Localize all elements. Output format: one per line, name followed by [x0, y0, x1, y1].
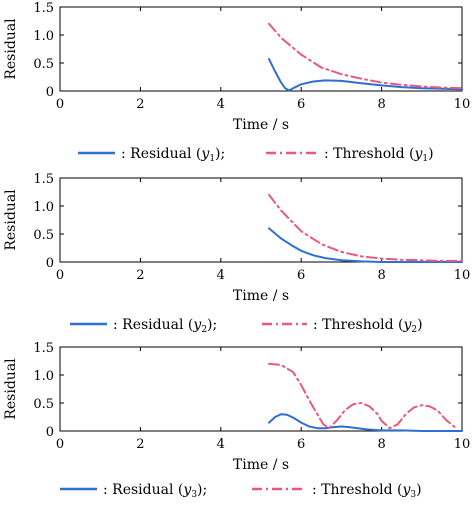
legend-subscript: 2 [411, 325, 417, 335]
x-tick-label: 4 [217, 268, 225, 283]
y-axis-label: Residual [3, 358, 19, 420]
plot-frame [59, 346, 463, 432]
legend-subscript: 1 [422, 154, 428, 164]
x-tick-label: 10 [454, 437, 471, 452]
legend-entry-residual: : Residual (y3); [103, 482, 207, 500]
y-tick-label: 1.0 [33, 369, 54, 384]
legend: : Residual (y1); : Threshold (y1) [78, 146, 434, 164]
y-axis-label: Residual [3, 189, 19, 251]
legend-label: Residual [122, 317, 184, 333]
series-line-residual [268, 227, 463, 263]
x-tick-label: 4 [217, 437, 225, 452]
legend-label: Threshold [333, 146, 404, 162]
legend-variable: y [182, 482, 192, 498]
legend-variable: y [200, 146, 210, 162]
legend-entry-threshold: : Threshold (y2) [313, 317, 423, 335]
legend-label: Residual [112, 482, 174, 498]
y-tick-label: 1.5 [33, 172, 54, 187]
x-tick-label: 0 [56, 97, 64, 112]
y-tick-label: 1.0 [33, 200, 54, 215]
y-tick-label: 0 [46, 425, 54, 440]
x-tick-label: 10 [454, 97, 471, 112]
chart-panel-2: 0 2 4 6 8 10 0 0.5 1.0 1.5 Residual Time / s : Resid… [3, 172, 470, 335]
legend-subscript: 2 [201, 325, 207, 335]
chart-panel-3: 0 2 4 6 8 10 0 0.5 1.0 1.5 Residual Time / s : Resid… [3, 341, 470, 500]
plot-frame [59, 6, 463, 92]
legend-entry-threshold: : Threshold (y3) [312, 482, 422, 500]
x-tick-label: 6 [297, 268, 305, 283]
legend-variable: y [402, 482, 412, 498]
y-tick-label: 0 [46, 85, 54, 100]
legend-label: Threshold [322, 317, 393, 333]
legend-subscript: 3 [410, 490, 416, 500]
y-tick-label: 0 [46, 256, 54, 271]
plot-frame [59, 177, 463, 263]
x-axis-label: Time / s [233, 117, 289, 133]
x-tick-label: 6 [297, 97, 305, 112]
x-axis-label: Time / s [233, 457, 289, 473]
x-tick-label: 2 [136, 268, 144, 283]
series-line-residual [268, 413, 463, 432]
series-line-threshold [268, 22, 463, 90]
chart-panel-1: 0 2 4 6 8 10 0 0.5 1.0 1.5 Residual Time / s : Resid… [3, 1, 470, 164]
legend-entry-residual: : Residual (y1); [121, 146, 225, 164]
x-tick-label: 10 [454, 268, 471, 283]
x-tick-label: 4 [217, 97, 225, 112]
series-line-threshold [268, 193, 463, 262]
y-tick-label: 0.5 [33, 397, 54, 412]
legend: : Residual (y2); : Threshold (y2) [70, 317, 423, 335]
x-tick-label: 8 [377, 268, 385, 283]
legend-subscript: 1 [209, 154, 215, 164]
legend-label: Threshold [321, 482, 392, 498]
y-tick-label: 1.5 [33, 341, 54, 356]
legend-subscript: 3 [191, 490, 197, 500]
series-line-residual [268, 58, 463, 92]
legend-entry-threshold: : Threshold (y1) [324, 146, 434, 164]
x-tick-label: 0 [56, 268, 64, 283]
x-tick-label: 6 [297, 437, 305, 452]
legend-variable: y [192, 317, 202, 333]
x-tick-label: 8 [377, 437, 385, 452]
x-tick-label: 8 [377, 97, 385, 112]
y-tick-label: 1.5 [33, 1, 54, 16]
y-tick-label: 0.5 [33, 228, 54, 243]
legend-variable: y [414, 146, 424, 162]
y-axis-label: Residual [3, 18, 19, 80]
x-axis-label: Time / s [233, 288, 289, 304]
legend-label: Residual [130, 146, 192, 162]
legend: : Residual (y3); : Threshold (y3) [60, 482, 422, 500]
legend-variable: y [403, 317, 413, 333]
x-tick-label: 0 [56, 437, 64, 452]
legend-entry-residual: : Residual (y2); [113, 317, 217, 335]
series-line-threshold [268, 362, 459, 430]
x-tick-label: 2 [136, 97, 144, 112]
y-tick-label: 1.0 [33, 29, 54, 44]
y-tick-label: 0.5 [33, 57, 54, 72]
x-tick-label: 2 [136, 437, 144, 452]
